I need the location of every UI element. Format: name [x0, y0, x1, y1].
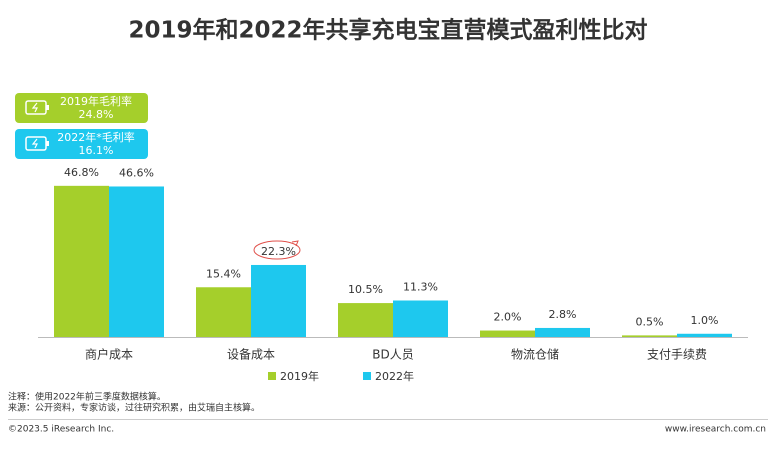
- x-tick-label: 物流仓储: [511, 347, 559, 362]
- value-label: 46.6%: [119, 166, 154, 179]
- value-label: 2.8%: [549, 308, 577, 321]
- highlight-arrow: [291, 240, 299, 247]
- value-label: 1.0%: [691, 314, 719, 327]
- badge-rate: 16.1%: [79, 144, 114, 157]
- legend-swatch: [268, 372, 276, 380]
- bar: [196, 287, 251, 337]
- badge-title: 2022年*毛利率: [57, 130, 135, 144]
- value-label: 22.3%: [261, 245, 296, 258]
- value-label: 10.5%: [348, 283, 383, 296]
- value-label: 15.4%: [206, 267, 241, 280]
- website: www.iresearch.com.cn: [665, 425, 766, 435]
- bar: [54, 185, 109, 337]
- value-label: 2.0%: [494, 311, 522, 324]
- legend-label: 2019年: [280, 369, 319, 383]
- battery-tip: [46, 141, 49, 146]
- bar: [109, 186, 164, 337]
- value-label: 0.5%: [636, 315, 664, 328]
- bar: [677, 333, 732, 337]
- bar: [251, 264, 306, 337]
- battery-bolt: [31, 138, 38, 149]
- note: 注释：使用2022年前三季度数据核算。: [8, 391, 166, 403]
- value-label: 11.3%: [403, 281, 438, 294]
- x-tick-label: BD人员: [372, 348, 413, 362]
- note: 来源：公开资料，专家访谈，过往研究积累，由艾瑞自主核算。: [8, 402, 260, 414]
- value-label: 46.8%: [64, 166, 99, 179]
- battery-bolt: [31, 102, 38, 113]
- highlight-circle: [253, 240, 301, 260]
- badge-title: 2019年毛利率: [60, 94, 132, 108]
- bar: [480, 330, 535, 337]
- copyright: ©2023.5 iResearch Inc.: [8, 425, 114, 435]
- badge: [15, 129, 148, 159]
- x-tick-label: 支付手续费: [647, 348, 707, 362]
- bar: [622, 335, 677, 337]
- legend-label: 2022年: [375, 369, 414, 383]
- badge: [15, 93, 148, 123]
- x-tick-label: 设备成本: [227, 348, 275, 362]
- bar: [338, 303, 393, 337]
- battery-tip: [46, 105, 49, 110]
- badge-rate: 24.8%: [79, 108, 114, 121]
- x-tick-label: 商户成本: [85, 347, 133, 362]
- bar: [393, 300, 448, 337]
- chart-title: 2019年和2022年共享充电宝直营模式盈利性比对: [128, 17, 647, 44]
- legend-swatch: [363, 372, 371, 380]
- bar: [535, 327, 590, 337]
